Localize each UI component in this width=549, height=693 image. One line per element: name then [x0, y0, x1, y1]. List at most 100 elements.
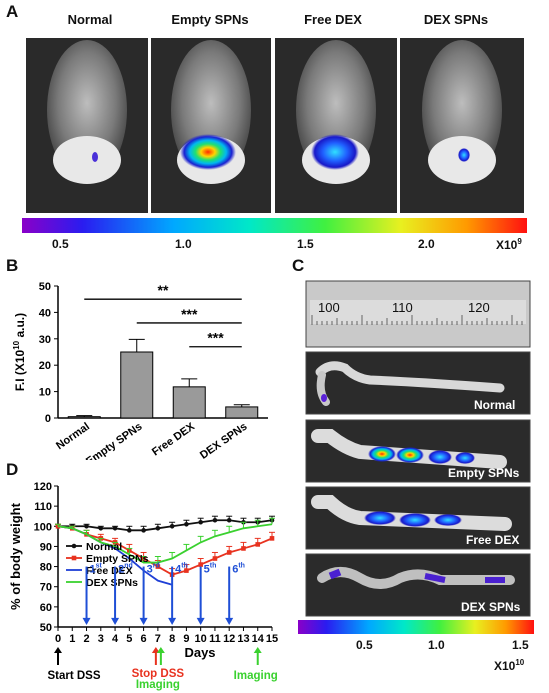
- line-x-tick-label: 0: [55, 633, 61, 645]
- dose-label-number: 3: [147, 564, 153, 576]
- line-y-tick-label: 110: [34, 501, 52, 513]
- colorbar-a-tick-2: 1.0: [175, 237, 192, 251]
- series-line: [58, 519, 273, 532]
- bar-y-tick-label: 30: [39, 334, 51, 346]
- dose-label-suffix: rd: [153, 563, 160, 570]
- colorbar-a-tick-1: 0.5: [52, 237, 69, 251]
- imaging-mid-arrow-head: [156, 647, 165, 653]
- line-y-axis-label: % of body weight: [8, 502, 23, 610]
- colorbar-c-tick-2: 1.0: [428, 638, 445, 652]
- line-x-tick-label: 1: [69, 633, 75, 645]
- series-point: [184, 521, 189, 527]
- mouse-frame-dex-spns: [400, 38, 524, 213]
- colorbar-a-tick-3: 1.5: [297, 237, 314, 251]
- dose-arrow-head: [111, 617, 120, 625]
- ruler-number-120: 120: [468, 300, 490, 315]
- dose-label-suffix: th: [210, 563, 217, 570]
- colon-frame-empty-spns: [305, 419, 531, 483]
- series-point: [127, 528, 132, 533]
- series-point: [226, 517, 232, 523]
- imaging-end-label: Imaging: [234, 670, 278, 682]
- colon-label-normal: Normal: [474, 398, 516, 412]
- series-point: [155, 564, 161, 569]
- line-x-tick-label: 7: [155, 633, 161, 645]
- line-x-tick-label: 2: [83, 633, 89, 645]
- line-y-tick-label: 50: [40, 622, 52, 634]
- legend-marker: [71, 555, 77, 561]
- dose-arrow-head: [168, 617, 177, 625]
- dose-label-suffix: st: [96, 563, 103, 570]
- dose-label-number: 2: [118, 564, 124, 576]
- panel-c-letter: C: [292, 256, 305, 275]
- line-x-axis-label: Days: [184, 645, 215, 660]
- panel-a-letter: A: [6, 2, 19, 21]
- bar-y-tick-label: 10: [39, 387, 51, 399]
- legend-label: Normal: [86, 541, 122, 553]
- mouse-frame-empty-spns: [151, 38, 271, 213]
- colon-label-empty-spns: Empty SPNs: [448, 466, 520, 480]
- colon-frame-normal: [305, 351, 531, 415]
- series-point: [212, 517, 218, 523]
- series-point: [84, 523, 89, 529]
- line-y-tick-label: 100: [34, 521, 52, 533]
- line-x-tick-label: 13: [237, 633, 249, 645]
- colon-label-dex-spns: DEX SPNs: [461, 600, 521, 614]
- dose-arrow-head: [225, 617, 234, 625]
- bar: [120, 351, 154, 419]
- line-x-tick-label: 8: [169, 633, 175, 645]
- dose-arrow-head: [82, 617, 91, 625]
- mouse-frame-free-dex: [275, 38, 397, 213]
- dose-label: 3rd: [147, 563, 160, 576]
- bar: [172, 386, 206, 419]
- dose-arrow-head: [196, 617, 205, 625]
- series-line: [57, 523, 273, 564]
- series-point: [112, 526, 118, 531]
- legend-label: Empty SPNs: [86, 553, 149, 565]
- bar-y-axis-label-part: a.u.): [13, 313, 27, 341]
- line-y-tick-label: 90: [40, 541, 52, 553]
- series-point: [184, 568, 189, 573]
- significance-label: **: [158, 282, 169, 298]
- series-point: [255, 542, 261, 547]
- mouse-images: [22, 38, 527, 233]
- dose-label-number: 1: [90, 564, 96, 576]
- dose-label: 5th: [204, 563, 217, 576]
- group-title-free-dex: Free DEX: [304, 12, 362, 27]
- colon-label-free-dex: Free DEX: [466, 533, 520, 547]
- line-y-tick-label: 70: [40, 582, 52, 594]
- dose-label-number: 5: [204, 564, 210, 576]
- ruler-number-100: 100: [318, 300, 340, 315]
- dose-label-suffix: nd: [124, 563, 133, 570]
- line-x-tick-label: 4: [112, 633, 119, 645]
- bar-y-tick-label: 50: [39, 281, 51, 293]
- bar-y-axis-label-exp: 10: [12, 340, 21, 349]
- line-x-tick-label: 10: [195, 633, 207, 645]
- start-dss-label: Start DSS: [47, 670, 100, 682]
- group-title-normal: Normal: [67, 12, 113, 27]
- series-point: [226, 550, 232, 555]
- line-y-tick-label: 60: [40, 602, 52, 614]
- line-x-tick-label: 6: [141, 633, 147, 645]
- colorbar-c-tick-3: 1.5: [512, 638, 529, 652]
- series-point: [98, 526, 104, 531]
- line-y-tick-label: 80: [40, 562, 52, 574]
- legend-marker: [71, 543, 77, 549]
- dose-label: 1st: [90, 563, 103, 576]
- imaging-mid-label: Imaging: [136, 679, 180, 691]
- dose-label: 2nd: [118, 563, 133, 576]
- start-dss-arrow-head: [54, 647, 62, 653]
- line-x-tick-label: 5: [126, 633, 132, 645]
- significance-label: ***: [181, 306, 198, 322]
- series-point: [169, 523, 175, 529]
- line-x-tick-label: 15: [266, 633, 278, 645]
- series-line: [57, 525, 273, 576]
- series-point: [198, 562, 203, 567]
- bar-y-tick-label: 40: [39, 307, 51, 319]
- colorbar-a: [22, 218, 527, 233]
- significance-label: ***: [207, 330, 224, 346]
- bar-y-axis-label: F.I (X1010 a.u.): [12, 313, 27, 391]
- line-x-tick-label: 9: [183, 633, 189, 645]
- bar-y-tick-label: 20: [39, 360, 51, 372]
- legend-label: Free DEX: [86, 565, 133, 577]
